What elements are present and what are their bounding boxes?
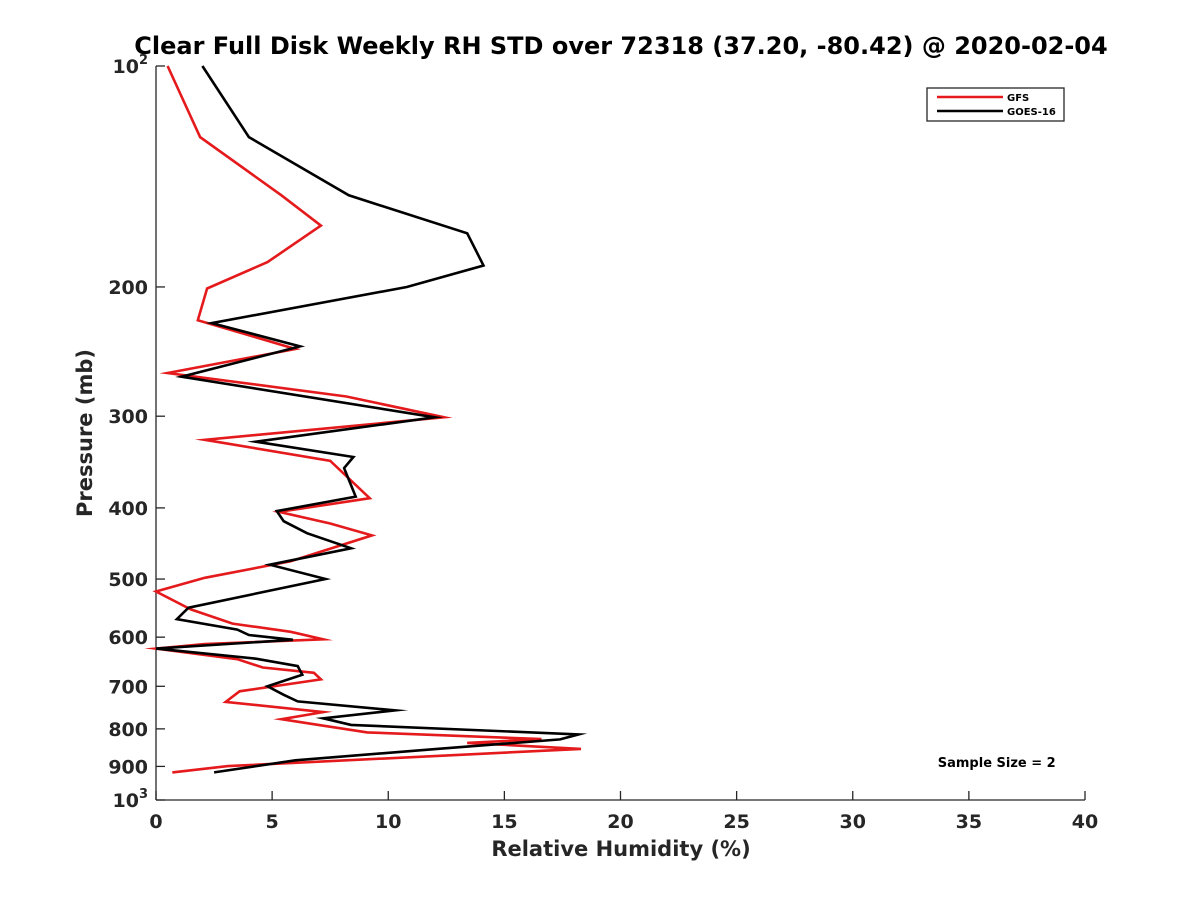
x-tick-label: 20 bbox=[607, 811, 633, 833]
x-tick-label: 35 bbox=[956, 811, 982, 833]
x-tick-label: 25 bbox=[723, 811, 749, 833]
y-tick-label: 800 bbox=[108, 719, 148, 741]
annotation-sample-size: Sample Size = 2 bbox=[938, 756, 1056, 771]
y-tick-label: 700 bbox=[108, 676, 148, 698]
x-axis-label: Relative Humidity (%) bbox=[491, 837, 750, 861]
series-group bbox=[144, 65, 588, 774]
y-tick-label: 200 bbox=[108, 277, 148, 299]
axes: 0 5 10 15 20 25 30 35 40 102 200 300 400 500 600 700 800… bbox=[108, 53, 1098, 833]
x-tick-label: 0 bbox=[149, 811, 162, 833]
y-axis-label: Pressure (mb) bbox=[73, 349, 97, 517]
legend-box bbox=[926, 87, 1065, 122]
legend-label: GOES-16 bbox=[1007, 107, 1056, 118]
legend: GFS GOES-16 bbox=[926, 87, 1065, 122]
chart-title: Clear Full Disk Weekly RH STD over 72318… bbox=[134, 32, 1107, 60]
series-line-goes-16 bbox=[155, 65, 588, 774]
y-tick-label: 102 bbox=[113, 53, 149, 78]
annotations: Sample Size = 2 bbox=[938, 756, 1056, 771]
series-line-gfs bbox=[144, 65, 582, 774]
y-tick-label: 900 bbox=[108, 756, 148, 778]
x-tick-label: 30 bbox=[840, 811, 866, 833]
y-tick-label: 600 bbox=[108, 627, 148, 649]
y-tick-label: 400 bbox=[108, 498, 148, 520]
x-tick-label: 15 bbox=[491, 811, 517, 833]
legend-label: GFS bbox=[1007, 93, 1029, 104]
x-tick-label: 10 bbox=[375, 811, 401, 833]
x-tick-label: 40 bbox=[1072, 811, 1098, 833]
x-tick-label: 5 bbox=[266, 811, 279, 833]
y-tick-label: 300 bbox=[108, 406, 148, 428]
y-tick-label: 103 bbox=[113, 787, 149, 812]
y-tick-label: 500 bbox=[108, 569, 148, 591]
